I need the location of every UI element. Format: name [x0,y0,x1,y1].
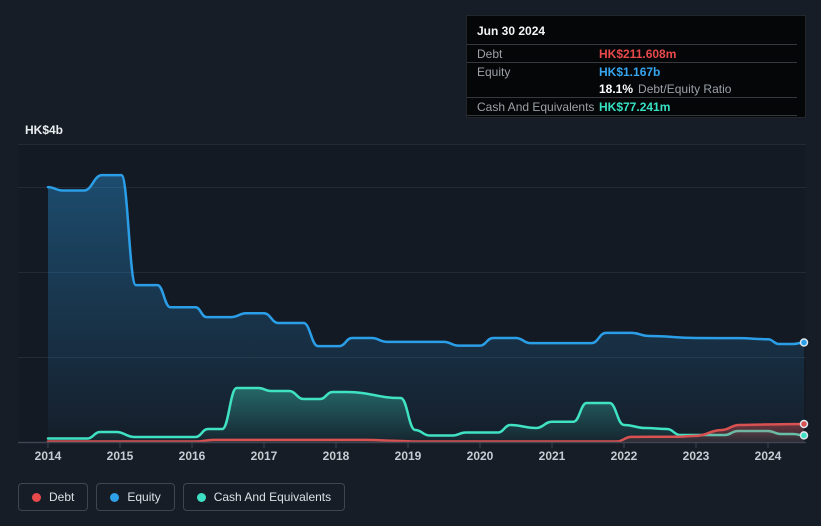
legend-item-equity[interactable]: Equity [96,483,175,511]
x-tick-label: 2017 [251,449,278,463]
x-tick-label: 2018 [323,449,350,463]
tooltip-debt-label: Debt [477,46,503,61]
tooltip-date: Jun 30 2024 [477,24,546,38]
tooltip-row-ratio: 18.1% Debt/Equity Ratio [467,80,797,97]
legend-equity-label: Equity [127,490,161,504]
legend-item-debt[interactable]: Debt [18,483,89,511]
x-tick-label: 2019 [395,449,422,463]
chart-tooltip: Jun 30 2024 Debt HK$211.608m Equity HK$1… [466,15,806,118]
x-tick-label: 2021 [539,449,566,463]
tooltip-ratio-label: Debt/Equity Ratio [638,81,732,96]
equity-area [48,175,804,442]
tooltip-debt-value: HK$211.608m [599,46,677,61]
x-tick-label: 2020 [467,449,494,463]
legend-cash-label: Cash And Equivalents [213,490,332,504]
tooltip-cash-label: Cash And Equivalents [477,99,595,114]
debt-endpoint-dot [799,419,809,429]
debt-line [46,422,806,443]
x-tick-label: 2015 [107,449,134,463]
x-tick-label: 2022 [611,449,638,463]
tooltip-equity-value: HK$1.167b [599,64,661,79]
cash-and-equivalents-line [46,386,806,440]
chart-legend: Debt Equity Cash And Equivalents [18,483,346,511]
tooltip-row-debt: Debt HK$211.608m [467,44,797,62]
x-tick-label: 2024 [755,449,782,463]
x-tick-label: 2016 [179,449,206,463]
equity-endpoint-dot [799,338,809,347]
tooltip-ratio-value: 18.1% [599,81,634,96]
debt-area [48,423,804,442]
legend-debt-label: Debt [49,490,75,504]
y-axis-max-label: HK$4b [25,123,64,137]
debt-dot-icon [32,492,41,502]
tooltip-row-equity: Equity HK$1.167b [467,62,797,80]
equity-line [46,173,806,348]
equity-dot-icon [110,492,120,502]
cash-dot-icon [196,492,206,502]
legend-item-cash[interactable]: Cash And Equivalents [182,483,346,511]
x-tick-label: 2014 [35,449,62,463]
x-tick-label: 2023 [683,449,710,463]
tooltip-equity-label: Equity [477,64,511,79]
cash-and-equivalents-area [48,388,804,442]
cash-and-equivalents-endpoint-dot [799,431,809,440]
tooltip-row-cash: Cash And Equivalents HK$77.241m [467,97,797,116]
tooltip-cash-value: HK$77.241m [599,99,671,114]
